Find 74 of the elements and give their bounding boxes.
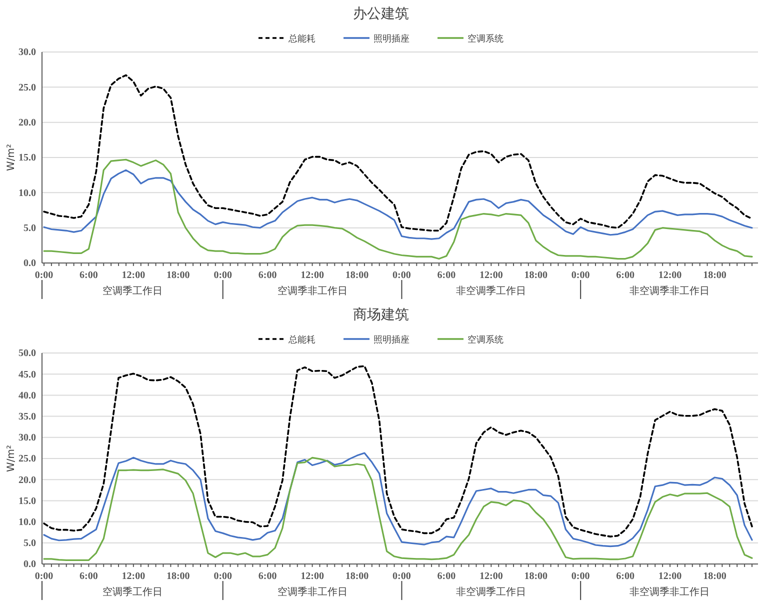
y-tick-label: 0.0 xyxy=(24,559,36,570)
y-tick-label: 25.0 xyxy=(18,454,36,465)
y-axis-title: W/m² xyxy=(6,144,17,172)
y-tick-label: 35.0 xyxy=(18,412,36,422)
x-tick-label: 18:00 xyxy=(524,270,548,282)
y-tick-label: 10.0 xyxy=(18,188,36,199)
x-tick-label: 12:00 xyxy=(300,571,324,582)
y-tick-label: 20.0 xyxy=(18,474,36,486)
legend-label: 照明插座 xyxy=(374,334,410,346)
x-tick-label: 18:00 xyxy=(524,571,548,582)
x-tick-label: 6:00 xyxy=(616,270,634,282)
y-tick-label: 10.0 xyxy=(18,517,36,528)
line-series xyxy=(43,158,753,260)
text: 空调季非工作日 xyxy=(277,285,348,297)
line-series xyxy=(43,456,753,561)
x-tick-label: 12:00 xyxy=(122,270,146,282)
x-tick-label: 12:00 xyxy=(479,270,503,282)
text: 非空调季工作日 xyxy=(456,586,526,598)
line-series xyxy=(43,74,753,232)
x-tick-label: 0:00 xyxy=(214,571,232,582)
x-tick-label: 0:00 xyxy=(571,571,590,582)
y-axis-title: W/m² xyxy=(6,444,17,472)
x-tick-label: 6:00 xyxy=(80,270,98,282)
x-tick-label: 0:00 xyxy=(392,571,411,582)
text: 空调季工作日 xyxy=(102,586,162,598)
x-tick-label: 6:00 xyxy=(80,571,98,582)
y-tick-label: 15.0 xyxy=(18,496,36,507)
line-series xyxy=(43,169,753,240)
y-tick-label: 30.0 xyxy=(18,432,36,444)
y-tick-label: 20.0 xyxy=(18,118,36,129)
x-tick-label: 12:00 xyxy=(479,571,503,582)
legend-label: 空调系统 xyxy=(468,334,504,346)
y-tick-label: 50.0 xyxy=(18,348,36,360)
x-tick-label: 6:00 xyxy=(437,571,456,582)
chart-title: 商场建筑 xyxy=(353,307,409,323)
y-tick-label: 0.0 xyxy=(24,258,36,270)
y-tick-label: 30.0 xyxy=(18,47,36,58)
x-tick-label: 18:00 xyxy=(345,571,369,582)
x-tick-label: 6:00 xyxy=(258,270,277,282)
y-tick-label: 40.0 xyxy=(18,390,36,402)
x-tick-label: 12:00 xyxy=(658,270,682,282)
x-tick-label: 0:00 xyxy=(571,270,590,282)
x-tick-label: 0:00 xyxy=(392,270,411,282)
x-tick-label: 0:00 xyxy=(34,571,54,582)
x-tick-label: 18:00 xyxy=(166,270,190,282)
legend-label: 总能耗 xyxy=(288,334,316,346)
chart-title: 办公建筑 xyxy=(353,6,409,22)
x-tick-label: 18:00 xyxy=(703,270,726,282)
x-tick-label: 6:00 xyxy=(616,571,634,582)
y-tick-label: 5.0 xyxy=(24,538,36,550)
text: 空调季非工作日 xyxy=(277,586,348,598)
x-tick-label: 18:00 xyxy=(345,270,369,282)
x-tick-label: 6:00 xyxy=(437,270,456,282)
text: 非空调季非工作日 xyxy=(629,285,710,297)
x-tick-label: 0:00 xyxy=(214,270,232,282)
line-series xyxy=(43,452,753,548)
text: 空调季工作日 xyxy=(102,285,162,297)
text: 非空调季工作日 xyxy=(456,285,526,297)
x-tick-label: 18:00 xyxy=(166,571,190,582)
x-tick-label: 18:00 xyxy=(703,571,726,582)
y-tick-label: 5.0 xyxy=(24,223,36,234)
legend-label: 照明插座 xyxy=(374,34,410,44)
x-tick-label: 6:00 xyxy=(258,571,277,582)
x-tick-label: 12:00 xyxy=(300,270,324,282)
x-tick-label: 12:00 xyxy=(658,571,682,582)
legend-label: 空调系统 xyxy=(468,34,504,44)
y-tick-label: 15.0 xyxy=(18,152,36,164)
y-tick-label: 45.0 xyxy=(18,369,36,380)
y-tick-label: 25.0 xyxy=(18,82,36,94)
x-tick-label: 12:00 xyxy=(122,571,146,582)
legend-label: 总能耗 xyxy=(288,34,316,44)
text: 非空调季非工作日 xyxy=(629,586,710,598)
x-tick-label: 0:00 xyxy=(34,270,54,282)
line-series xyxy=(43,365,753,538)
